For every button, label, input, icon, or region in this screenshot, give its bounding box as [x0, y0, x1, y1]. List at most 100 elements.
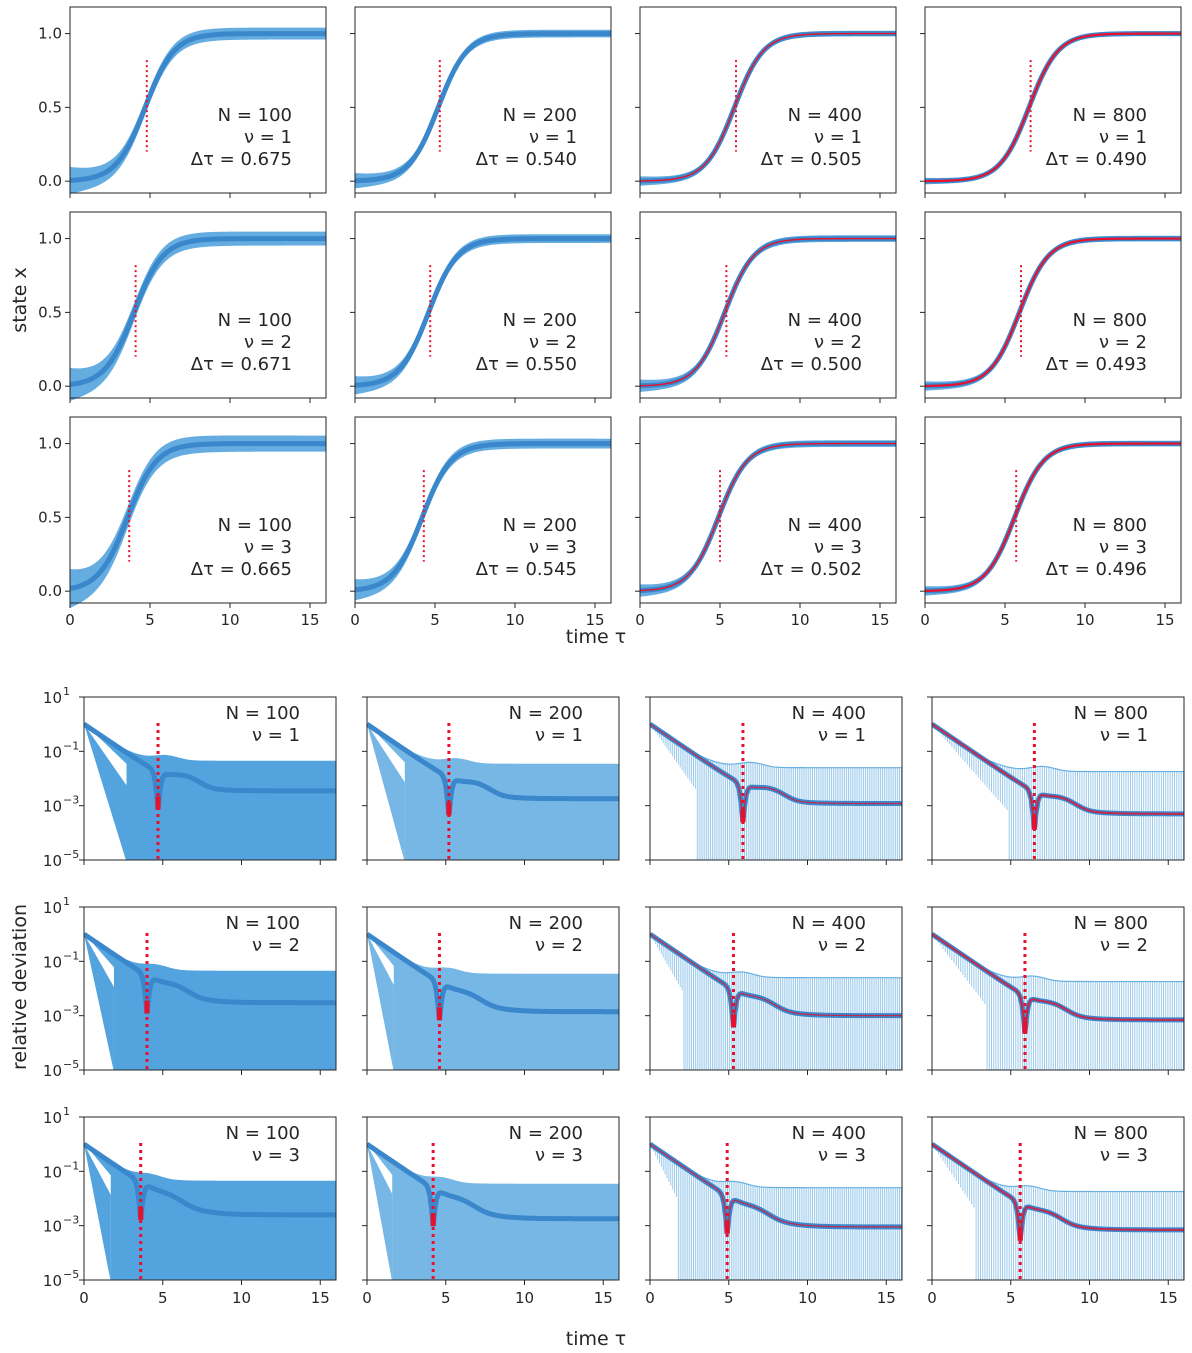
- nu-annotation: ν = 3: [535, 1145, 583, 1166]
- y-tick-exponent: −5: [63, 1058, 79, 1071]
- y-tick-label: 10: [43, 1062, 62, 1080]
- y-tick-label: 10: [43, 1008, 62, 1026]
- n-annotation: N = 200: [509, 703, 583, 724]
- y-tick-exponent: 1: [63, 895, 70, 908]
- x-tick-label: 0: [79, 1289, 89, 1307]
- nu-annotation: ν = 1: [244, 127, 292, 148]
- nu-annotation: ν = 1: [814, 127, 862, 148]
- axes-frame: [69, 211, 327, 399]
- reference-curve: [639, 237, 897, 387]
- top-xlabel: time τ: [566, 626, 626, 648]
- mean-deviation-curve: [84, 932, 336, 1014]
- mean-deviation-curve: [367, 722, 619, 816]
- n-annotation: N = 400: [788, 515, 862, 536]
- mean-curve: [354, 441, 612, 593]
- axes-frame: [69, 6, 327, 194]
- y-tick-label: 0.5: [38, 98, 62, 116]
- bottom-ylabel: relative deviation: [9, 904, 31, 1070]
- dtau-annotation: Δτ = 0.545: [476, 559, 577, 580]
- y-tick-exponent: −1: [63, 1159, 79, 1172]
- dtau-annotation: Δτ = 0.665: [191, 559, 292, 580]
- x-tick-label: 0: [635, 611, 645, 629]
- y-tick-label: 1.0: [38, 230, 62, 248]
- uncertainty-band: [70, 231, 326, 402]
- axes-frame: [83, 906, 337, 1071]
- nu-annotation: ν = 2: [529, 332, 577, 353]
- deviation-band-left: [367, 934, 394, 1070]
- deviation-band-left: [84, 934, 114, 1070]
- mean-curve: [69, 31, 327, 183]
- nu-annotation: ν = 1: [535, 725, 583, 746]
- dtau-annotation: Δτ = 0.502: [761, 559, 862, 580]
- y-tick-label: 10: [43, 1163, 62, 1181]
- dtau-annotation: Δτ = 0.671: [191, 354, 292, 375]
- nu-annotation: ν = 3: [1099, 537, 1147, 558]
- x-tick-label: 0: [350, 611, 360, 629]
- dtau-annotation: Δτ = 0.496: [1046, 559, 1147, 580]
- nu-annotation: ν = 1: [818, 725, 866, 746]
- reference-deviation-curve: [932, 933, 1184, 1034]
- reference-curve: [924, 32, 1182, 183]
- axes-frame: [931, 906, 1185, 1071]
- deviation-band-left: [367, 1144, 393, 1280]
- x-tick-label: 5: [724, 1289, 734, 1307]
- y-tick-exponent: 1: [63, 685, 70, 698]
- x-tick-label: 15: [1159, 1289, 1178, 1307]
- x-tick-label: 10: [798, 1289, 817, 1307]
- top-ylabel: state x: [9, 267, 31, 332]
- y-tick-label: 0.0: [38, 582, 62, 600]
- n-annotation: N = 100: [226, 913, 300, 934]
- x-tick-label: 15: [300, 611, 319, 629]
- nu-annotation: ν = 2: [814, 332, 862, 353]
- n-annotation: N = 100: [226, 1123, 300, 1144]
- mean-deviation-curve: [367, 932, 619, 1021]
- nu-annotation: ν = 3: [1100, 1145, 1148, 1166]
- x-tick-label: 5: [145, 611, 155, 629]
- axes-frame: [649, 1116, 903, 1281]
- x-tick-label: 5: [1006, 1289, 1016, 1307]
- reference-curve: [639, 442, 897, 592]
- dtau-annotation: Δτ = 0.540: [476, 149, 577, 170]
- nu-annotation: ν = 1: [1100, 725, 1148, 746]
- x-tick-label: 5: [715, 611, 725, 629]
- nu-annotation: ν = 1: [252, 725, 300, 746]
- reference-curve: [639, 32, 897, 182]
- x-tick-label: 0: [362, 1289, 372, 1307]
- x-tick-label: 0: [927, 1289, 937, 1307]
- mean-curve: [354, 31, 612, 184]
- nu-annotation: ν = 3: [818, 1145, 866, 1166]
- x-tick-label: 10: [220, 611, 239, 629]
- reference-deviation-curve: [650, 1143, 902, 1234]
- n-annotation: N = 200: [503, 105, 577, 126]
- y-tick-label: 10: [43, 743, 62, 761]
- n-annotation: N = 800: [1073, 310, 1147, 331]
- y-tick-exponent: −5: [63, 1268, 79, 1281]
- axes-frame: [649, 906, 903, 1071]
- deviation-band: [367, 1143, 619, 1280]
- y-tick-label: 10: [43, 1272, 62, 1290]
- n-annotation: N = 100: [226, 703, 300, 724]
- x-tick-label: 5: [430, 611, 440, 629]
- deviation-band: [367, 933, 619, 1070]
- axes-frame: [69, 416, 327, 604]
- x-tick-label: 0: [645, 1289, 655, 1307]
- axes-frame: [354, 6, 612, 194]
- n-annotation: N = 200: [503, 310, 577, 331]
- mean-curve: [69, 236, 327, 387]
- nu-annotation: ν = 3: [244, 537, 292, 558]
- nu-annotation: ν = 2: [1099, 332, 1147, 353]
